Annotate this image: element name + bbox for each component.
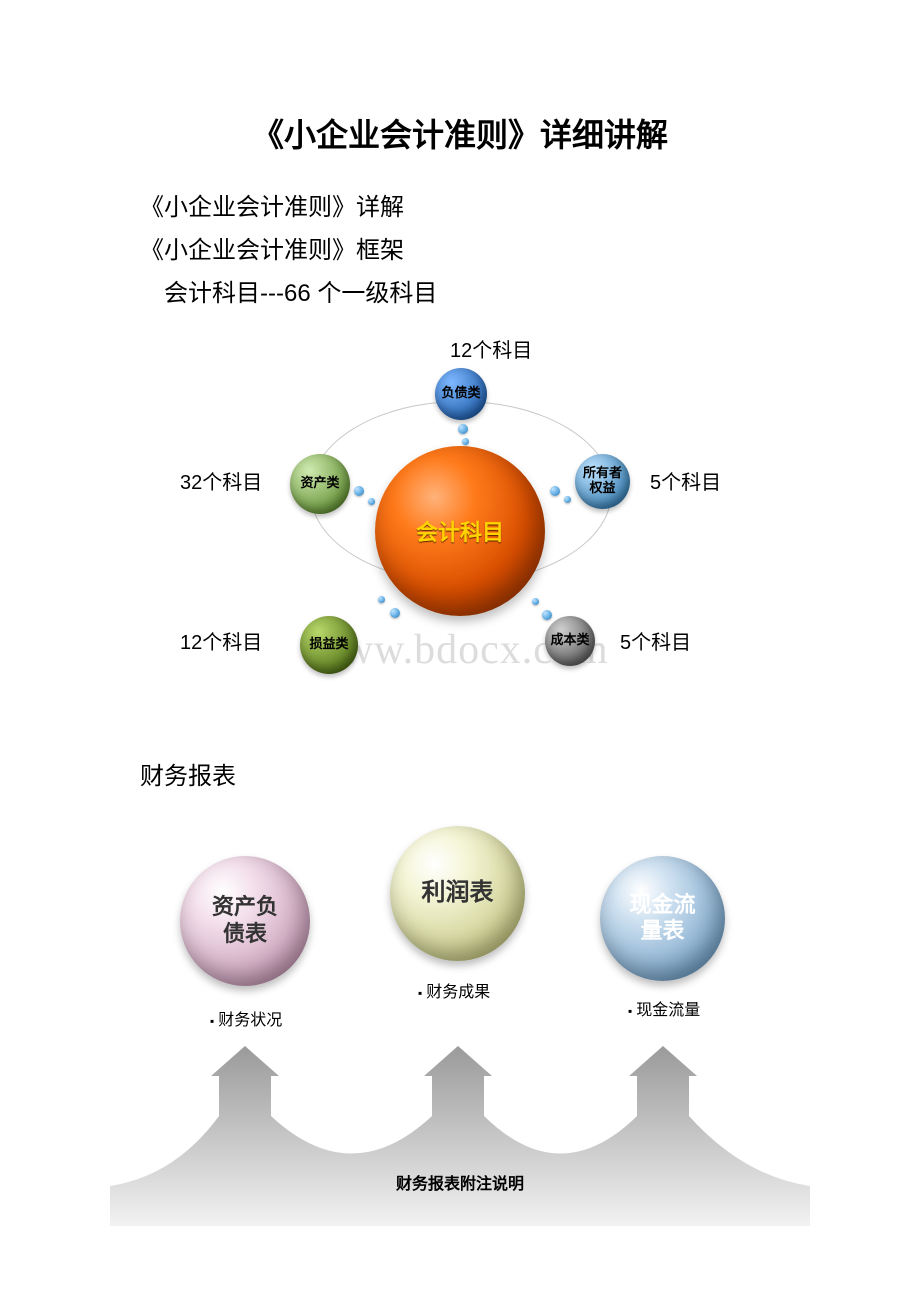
intro-line-2: 《小企业会计准则》框架	[140, 229, 920, 272]
page: 《小企业会计准则》详细讲解 《小企业会计准则》详解 《小企业会计准则》框架 会计…	[0, 0, 920, 1302]
connector-dot	[368, 498, 375, 505]
node-asset: 资产类	[290, 454, 350, 514]
connector-dot	[542, 610, 552, 620]
accounting-subjects-diagram: 会计科目 www.bdocx.com 负债类12个科目资产类32个科目所有者权益…	[140, 326, 780, 726]
node-pl-label: 损益类	[309, 637, 348, 652]
sphere-cf-label: 现金流量表	[629, 892, 695, 945]
financial-statements-diagram: 财务报表附注说明 资产负债表财务状况利润表财务成果现金流量表现金流量	[110, 816, 810, 1186]
node-asset-label: 资产类	[300, 476, 339, 491]
node-equity: 所有者权益	[575, 454, 630, 509]
node-cost-label: 成本类	[550, 633, 589, 648]
node-cost: 成本类	[545, 616, 595, 666]
node-liab: 负债类	[435, 368, 487, 420]
intro-line-3: 会计科目---66 个一级科目	[140, 272, 920, 315]
footer-caption: 财务报表附注说明	[110, 1170, 810, 1194]
sphere-bs-label: 资产负债表	[212, 894, 278, 947]
sphere-cf-caption: 现金流量	[628, 996, 700, 1020]
node-pl-count: 12个科目	[180, 626, 262, 655]
intro-block: 《小企业会计准则》详解 《小企业会计准则》框架 会计科目---66 个一级科目	[140, 186, 920, 316]
connector-dot	[462, 438, 469, 445]
connector-dot	[458, 424, 468, 434]
node-pl: 损益类	[300, 616, 358, 674]
sphere-cf: 现金流量表	[600, 856, 725, 981]
connector-dot	[354, 486, 364, 496]
page-title: 《小企业会计准则》详细讲解	[0, 110, 920, 156]
connector-dot	[378, 596, 385, 603]
center-node-label: 会计科目	[416, 515, 504, 547]
connector-dot	[564, 496, 571, 503]
node-cost-count: 5个科目	[620, 626, 691, 655]
intro-line-1: 《小企业会计准则》详解	[140, 186, 920, 229]
node-equity-count: 5个科目	[650, 466, 721, 495]
node-asset-count: 32个科目	[180, 466, 262, 495]
sphere-bs-caption: 财务状况	[210, 1006, 282, 1030]
sphere-bs: 资产负债表	[180, 856, 310, 986]
node-equity-label: 所有者权益	[583, 466, 622, 496]
connector-dot	[550, 486, 560, 496]
sphere-is-label: 利润表	[422, 879, 494, 908]
sphere-is-caption: 财务成果	[418, 978, 490, 1002]
section-heading: 财务报表	[140, 756, 920, 791]
sphere-is: 利润表	[390, 826, 525, 961]
node-liab-count: 12个科目	[450, 334, 532, 363]
center-node: 会计科目	[375, 446, 545, 616]
arrow-base-svg	[110, 1026, 810, 1186]
node-liab-label: 负债类	[441, 386, 480, 401]
connector-dot	[532, 598, 539, 605]
connector-dot	[390, 608, 400, 618]
